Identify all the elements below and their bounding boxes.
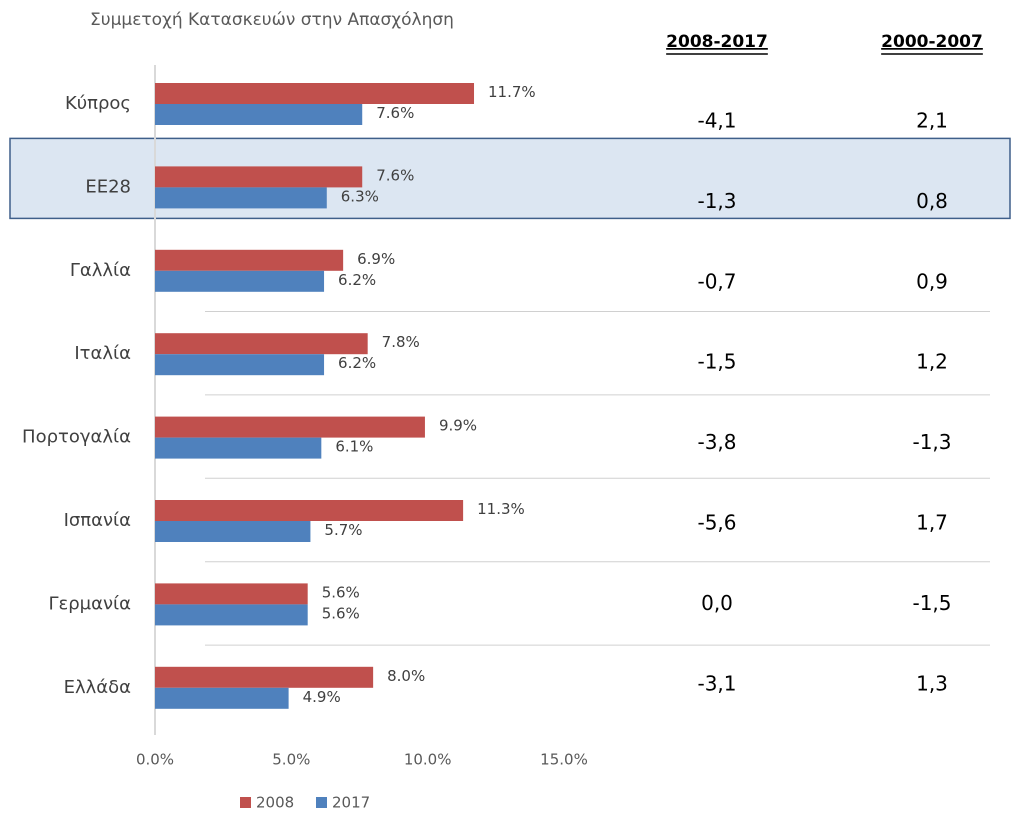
legend-label: 2008 bbox=[256, 794, 294, 812]
category-label: ΕΕ28 bbox=[85, 176, 131, 197]
table-cell: -0,7 bbox=[697, 269, 736, 293]
x-tick-label: 0.0% bbox=[136, 751, 174, 769]
x-tick-label: 15.0% bbox=[540, 751, 588, 769]
data-label: 7.8% bbox=[382, 333, 420, 351]
bar bbox=[155, 166, 363, 188]
data-label: 5.6% bbox=[322, 604, 360, 622]
table-cell: 2,1 bbox=[916, 109, 948, 133]
x-tick-label: 5.0% bbox=[272, 751, 310, 769]
table-cell: -3,1 bbox=[697, 671, 736, 695]
category-label: Γαλλία bbox=[70, 260, 131, 281]
category-label: Πορτογαλία bbox=[22, 427, 131, 448]
data-label: 5.6% bbox=[322, 583, 360, 601]
bar bbox=[155, 104, 363, 125]
data-label: 8.0% bbox=[387, 667, 425, 685]
data-label: 5.7% bbox=[324, 521, 362, 539]
table-cell: -1,5 bbox=[697, 350, 736, 374]
bar bbox=[155, 83, 475, 104]
x-tick-label: 10.0% bbox=[404, 751, 452, 769]
data-label: 6.1% bbox=[335, 438, 373, 456]
chart-title: Συμμετοχή Κατασκευών στην Απασχόληση bbox=[90, 10, 454, 30]
data-label: 7.6% bbox=[376, 166, 414, 184]
category-label: Ελλάδα bbox=[64, 677, 131, 698]
data-label: 11.7% bbox=[488, 83, 536, 101]
data-label: 6.3% bbox=[341, 187, 379, 205]
legend-swatch bbox=[316, 797, 327, 808]
table-cell: -1,3 bbox=[912, 430, 951, 454]
bar bbox=[155, 687, 289, 709]
data-label: 7.6% bbox=[376, 104, 414, 122]
bar bbox=[155, 521, 311, 542]
bar bbox=[155, 249, 344, 271]
bar bbox=[155, 583, 308, 605]
table-cell: -4,1 bbox=[697, 109, 736, 133]
bar bbox=[155, 500, 464, 521]
table-cell: 1,7 bbox=[916, 511, 948, 535]
table-cell: -1,3 bbox=[697, 189, 736, 213]
table-cell: -5,6 bbox=[697, 511, 736, 535]
category-label: Ιταλία bbox=[74, 343, 131, 364]
data-label: 11.3% bbox=[477, 500, 525, 518]
category-label: Γερμανία bbox=[48, 593, 131, 614]
data-label: 6.9% bbox=[357, 250, 395, 268]
table-cell: 0,9 bbox=[916, 269, 948, 293]
legend-label: 2017 bbox=[332, 794, 370, 812]
table-cell: 1,2 bbox=[916, 350, 948, 374]
table-cell: 0,8 bbox=[916, 189, 948, 213]
bar bbox=[155, 187, 327, 209]
column-header: 2000-2007 bbox=[881, 32, 983, 52]
table-cell: 1,3 bbox=[916, 671, 948, 695]
category-label: Ισπανία bbox=[64, 510, 131, 531]
table-cell: -3,8 bbox=[697, 430, 736, 454]
bar bbox=[155, 333, 368, 355]
bar bbox=[155, 270, 325, 292]
bar bbox=[155, 416, 425, 438]
bar bbox=[155, 604, 308, 626]
data-label: 6.2% bbox=[338, 271, 376, 289]
table-cell: 0,0 bbox=[701, 591, 733, 615]
bar bbox=[155, 437, 322, 459]
legend-swatch bbox=[240, 797, 251, 808]
bar bbox=[155, 354, 325, 376]
column-header: 2008-2017 bbox=[666, 32, 768, 52]
category-label: Κύπρος bbox=[65, 93, 131, 114]
data-label: 6.2% bbox=[338, 354, 376, 372]
data-label: 9.9% bbox=[439, 417, 477, 435]
bar bbox=[155, 666, 374, 688]
table-cell: -1,5 bbox=[912, 591, 951, 615]
data-label: 4.9% bbox=[303, 688, 341, 706]
